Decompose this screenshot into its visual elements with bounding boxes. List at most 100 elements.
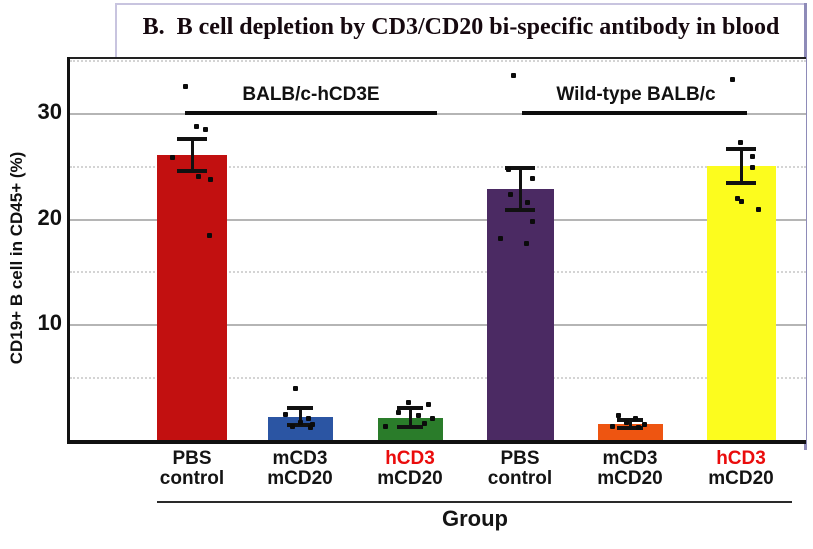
x-tick-line1-4: mCD3 — [602, 448, 658, 469]
figure-border-left — [115, 3, 117, 57]
data-point-5-0 — [729, 76, 735, 82]
bar-PBS-control-3 — [486, 188, 554, 441]
data-point-1-2 — [305, 416, 311, 422]
error-bar-line-1 — [298, 408, 302, 426]
data-point-3-3 — [507, 191, 513, 197]
data-point-2-2 — [395, 410, 401, 416]
x-tick-line1-1: mCD3 — [272, 448, 328, 469]
data-point-5-1 — [737, 140, 743, 146]
data-point-3-2 — [529, 175, 535, 181]
y-tick-10: 10 — [37, 310, 62, 335]
data-point-0-0 — [182, 84, 188, 90]
y-axis-label: CD19+ B cell in CD45+ (%) — [7, 151, 26, 365]
x-axis-label: Group — [442, 506, 508, 531]
data-point-0-1 — [193, 124, 199, 130]
x-tick-line2-5: mCD20 — [708, 467, 774, 489]
error-bar-line-5 — [739, 148, 743, 183]
data-point-5-5 — [738, 199, 744, 205]
figure-border-top — [115, 3, 807, 5]
data-point-2-3 — [415, 413, 421, 419]
data-point-2-1 — [425, 401, 431, 407]
x-tick-line1-0: PBS — [172, 448, 212, 469]
x-tick-0: PBS control — [132, 449, 252, 488]
x-tick-4: mCD3 mCD20 — [570, 449, 690, 488]
data-point-0-6 — [206, 232, 212, 238]
data-point-3-6 — [497, 236, 503, 242]
error-bar-line-3 — [518, 167, 522, 211]
error-bar-cap-top-4 — [617, 418, 643, 422]
error-bar-line-4 — [628, 420, 632, 429]
x-tick-line1-3: PBS — [500, 448, 540, 469]
data-point-4-5 — [635, 424, 641, 430]
gridline-dotted-5 — [70, 376, 806, 379]
plot-border-top — [67, 57, 806, 59]
data-point-2-5 — [421, 420, 427, 426]
x-tick-1: mCD3 mCD20 — [240, 449, 360, 488]
y-tick-20: 20 — [37, 204, 62, 230]
x-tick-5: hCD3 mCD20 — [681, 449, 801, 488]
group-header-underline-1 — [522, 111, 747, 115]
x-axis-line — [67, 440, 806, 444]
x-tick-line2-1: mCD20 — [267, 467, 333, 489]
data-point-1-4 — [309, 421, 315, 427]
error-bar-cap-top-1 — [287, 406, 313, 411]
data-point-3-0 — [510, 72, 516, 78]
group-axis-line — [157, 501, 792, 503]
error-bar-cap-bottom-3 — [505, 208, 535, 213]
error-bar-cap-bottom-4 — [617, 426, 643, 431]
error-bar-cap-bottom-1 — [287, 423, 313, 428]
data-point-4-2 — [623, 419, 629, 425]
data-point-3-7 — [523, 241, 529, 247]
error-bar-cap-top-5 — [726, 146, 756, 151]
x-tick-3: PBS control — [460, 449, 580, 488]
group-header-0: BALB/c-hCD3E — [242, 84, 380, 105]
data-point-0-3 — [169, 154, 175, 160]
gridline-dotted-25 — [70, 165, 806, 168]
data-point-4-3 — [641, 421, 647, 427]
x-tick-line2-0: control — [159, 467, 225, 489]
error-bar-line-2 — [408, 408, 412, 428]
x-tick-2: hCD3 mCD20 — [350, 449, 470, 488]
error-bar-cap-top-2 — [397, 406, 423, 411]
gridline-dotted-15 — [70, 271, 806, 274]
bar-PBS-control-0 — [157, 155, 227, 441]
data-point-1-3 — [297, 419, 303, 425]
data-point-4-1 — [632, 416, 638, 422]
data-point-2-4 — [429, 416, 435, 422]
bar-hCD3-mCD20-5 — [706, 165, 776, 441]
x-tick-line2-3: control — [487, 467, 553, 489]
data-point-3-1 — [505, 167, 511, 173]
gridline-10 — [70, 324, 806, 326]
data-point-1-1 — [282, 412, 288, 418]
y-tick-30: 30 — [37, 99, 62, 124]
error-bar-cap-top-3 — [505, 165, 535, 170]
data-point-0-2 — [202, 127, 208, 133]
plot-border-left — [67, 57, 70, 444]
data-point-3-4 — [524, 200, 530, 206]
data-point-0-4 — [195, 173, 201, 179]
group-header-1: Wild-type BALB/c — [556, 84, 716, 105]
error-bar-cap-bottom-5 — [726, 180, 756, 185]
gridline-20 — [70, 218, 806, 221]
error-bar-cap-top-0 — [177, 137, 207, 142]
error-bar-line-0 — [190, 139, 194, 172]
data-point-5-3 — [749, 165, 755, 171]
data-point-2-6 — [382, 423, 388, 429]
error-bar-cap-bottom-2 — [397, 425, 423, 430]
chart-title: B. B cell depletion by CD3/CD20 bi-speci… — [142, 14, 780, 40]
data-point-5-4 — [734, 195, 740, 201]
group-header-underline-0 — [185, 111, 437, 115]
data-point-1-6 — [307, 425, 313, 431]
data-point-1-5 — [289, 423, 295, 429]
gridline-30 — [70, 113, 806, 115]
data-point-4-4 — [609, 423, 615, 429]
data-point-3-5 — [529, 219, 535, 225]
data-point-5-2 — [749, 153, 755, 159]
data-point-1-0 — [292, 385, 298, 391]
x-tick-line1-5: hCD3 — [716, 448, 766, 469]
x-tick-line1-2: hCD3 — [385, 448, 435, 469]
data-point-5-6 — [755, 206, 761, 212]
error-bar-cap-bottom-0 — [177, 169, 207, 174]
gridline-dotted-35 — [70, 60, 806, 63]
